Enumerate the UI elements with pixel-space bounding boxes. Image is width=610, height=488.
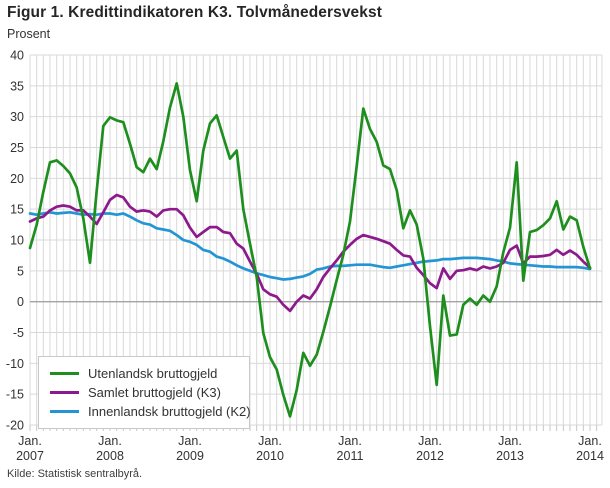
source-note: Kilde: Statistisk sentralbyrå. [7,468,143,480]
x-tick-year: 2008 [96,449,124,463]
y-tick-label: 20 [10,172,24,186]
y-tick-label: 25 [10,141,24,155]
y-tick-label: 15 [10,203,24,217]
x-tick-year: 2013 [496,449,524,463]
x-tick-year: 2012 [416,449,444,463]
y-tick-label: -15 [6,388,24,402]
x-tick-month: Jan. [178,434,202,448]
x-tick-month: Jan. [498,434,522,448]
legend-swatch-samlet [50,391,79,394]
y-axis-labels: -20 -15 -10 -5 0 5 10 15 20 25 30 35 40 [6,49,24,433]
horizontal-gridlines [30,54,602,426]
legend-label-samlet: Samlet bruttogjeld (K3) [88,385,221,400]
x-tick-year: 2009 [176,449,204,463]
legend-item-innenlandsk: Innenlandsk bruttogjeld (K2) [50,402,251,421]
legend-item-utenlandsk: Utenlandsk bruttogjeld [50,364,239,383]
legend-item-samlet: Samlet bruttogjeld (K3) [50,383,239,402]
y-tick-label: 5 [17,264,24,278]
series-line-utenlandsk [28,82,592,418]
y-tick-label: 0 [17,295,24,309]
y-tick-label: -5 [13,326,24,340]
y-tick-label: 10 [10,234,24,248]
x-tick-month: Jan. [418,434,442,448]
x-tick-month: Jan. [258,434,282,448]
series-line-innenlandsk [28,210,592,281]
y-tick-label: -20 [6,419,24,433]
y-axis-unit-label: Prosent [7,27,51,41]
y-tick-label: 30 [10,110,24,124]
x-tick-month: Jan. [578,434,602,448]
x-tick-month: Jan. [338,434,362,448]
legend: Utenlandsk bruttogjeld Samlet bruttogjel… [38,356,251,429]
x-tick-month: Jan. [18,434,42,448]
x-tick-year: 2014 [576,449,604,463]
x-tick-month: Jan. [98,434,122,448]
x-tick-year: 2010 [256,449,284,463]
legend-swatch-utenlandsk [50,372,79,375]
legend-label-innenlandsk: Innenlandsk bruttogjeld (K2) [88,404,251,419]
y-tick-label: 40 [10,49,24,63]
x-tick-year: 2011 [337,449,364,463]
y-tick-label: -10 [6,357,24,371]
chart-title: Figur 1. Kredittindikatoren K3. Tolvmåne… [7,4,382,21]
y-tick-label: 35 [10,79,24,93]
x-tick-year: 2007 [16,449,44,463]
series-line-samlet [28,193,592,313]
legend-swatch-innenlandsk [50,410,79,413]
x-axis-labels: Jan.2007Jan.2008Jan.2009Jan.2010Jan.2011… [16,434,604,463]
legend-label-utenlandsk: Utenlandsk bruttogjeld [88,366,218,381]
